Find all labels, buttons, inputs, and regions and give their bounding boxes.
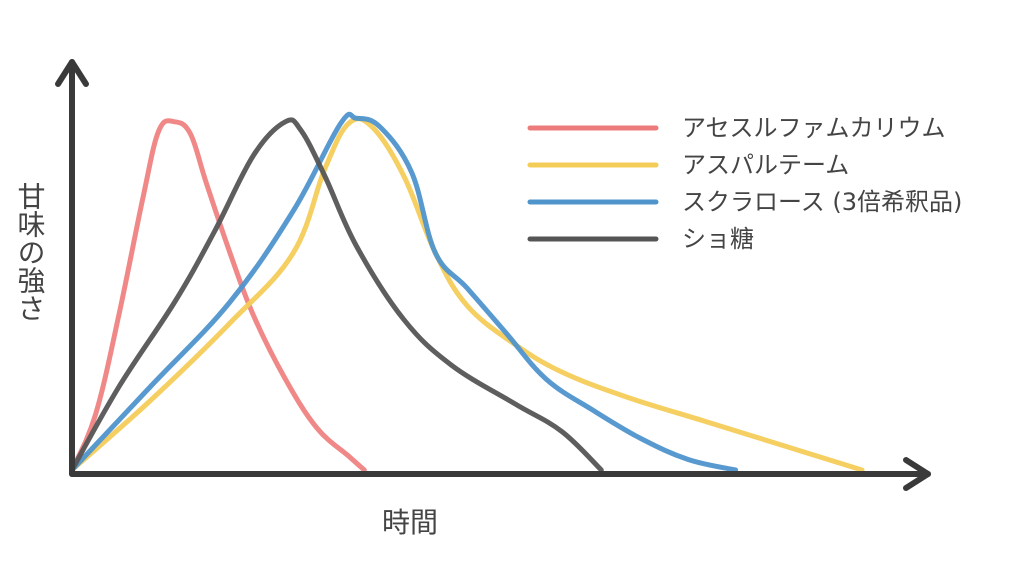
- axes: [55, 59, 931, 491]
- series-line-3: [69, 117, 604, 473]
- legend-label-2: スクラロース (3倍希釈品): [682, 188, 962, 216]
- series-line-1: [69, 116, 865, 473]
- y-axis-arrow-icon: [55, 59, 89, 87]
- series-layer: [69, 111, 865, 473]
- legend-label-3: ショ糖: [682, 225, 754, 253]
- legend-label-1: アスパルテーム: [682, 151, 849, 179]
- series-line-2: [69, 111, 739, 473]
- y-axis-label: 甘味の強さ: [14, 182, 47, 322]
- series-line-0: [69, 118, 367, 473]
- legend-label-0: アセスルファムカリウム: [682, 114, 946, 142]
- x-axis-label: 時間: [382, 506, 438, 539]
- x-axis-arrow-icon: [903, 457, 931, 491]
